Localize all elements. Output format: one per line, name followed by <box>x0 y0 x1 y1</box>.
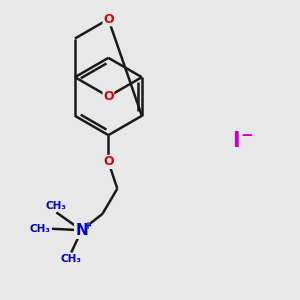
Text: O: O <box>103 90 114 103</box>
Text: CH₃: CH₃ <box>46 201 67 211</box>
Text: O: O <box>103 155 114 168</box>
Text: −: − <box>240 128 253 142</box>
Text: O: O <box>103 13 114 26</box>
Text: N: N <box>75 223 88 238</box>
Text: CH₃: CH₃ <box>61 254 82 264</box>
Text: CH₃: CH₃ <box>29 224 50 234</box>
Text: I: I <box>232 131 240 151</box>
Text: +: + <box>84 221 92 231</box>
